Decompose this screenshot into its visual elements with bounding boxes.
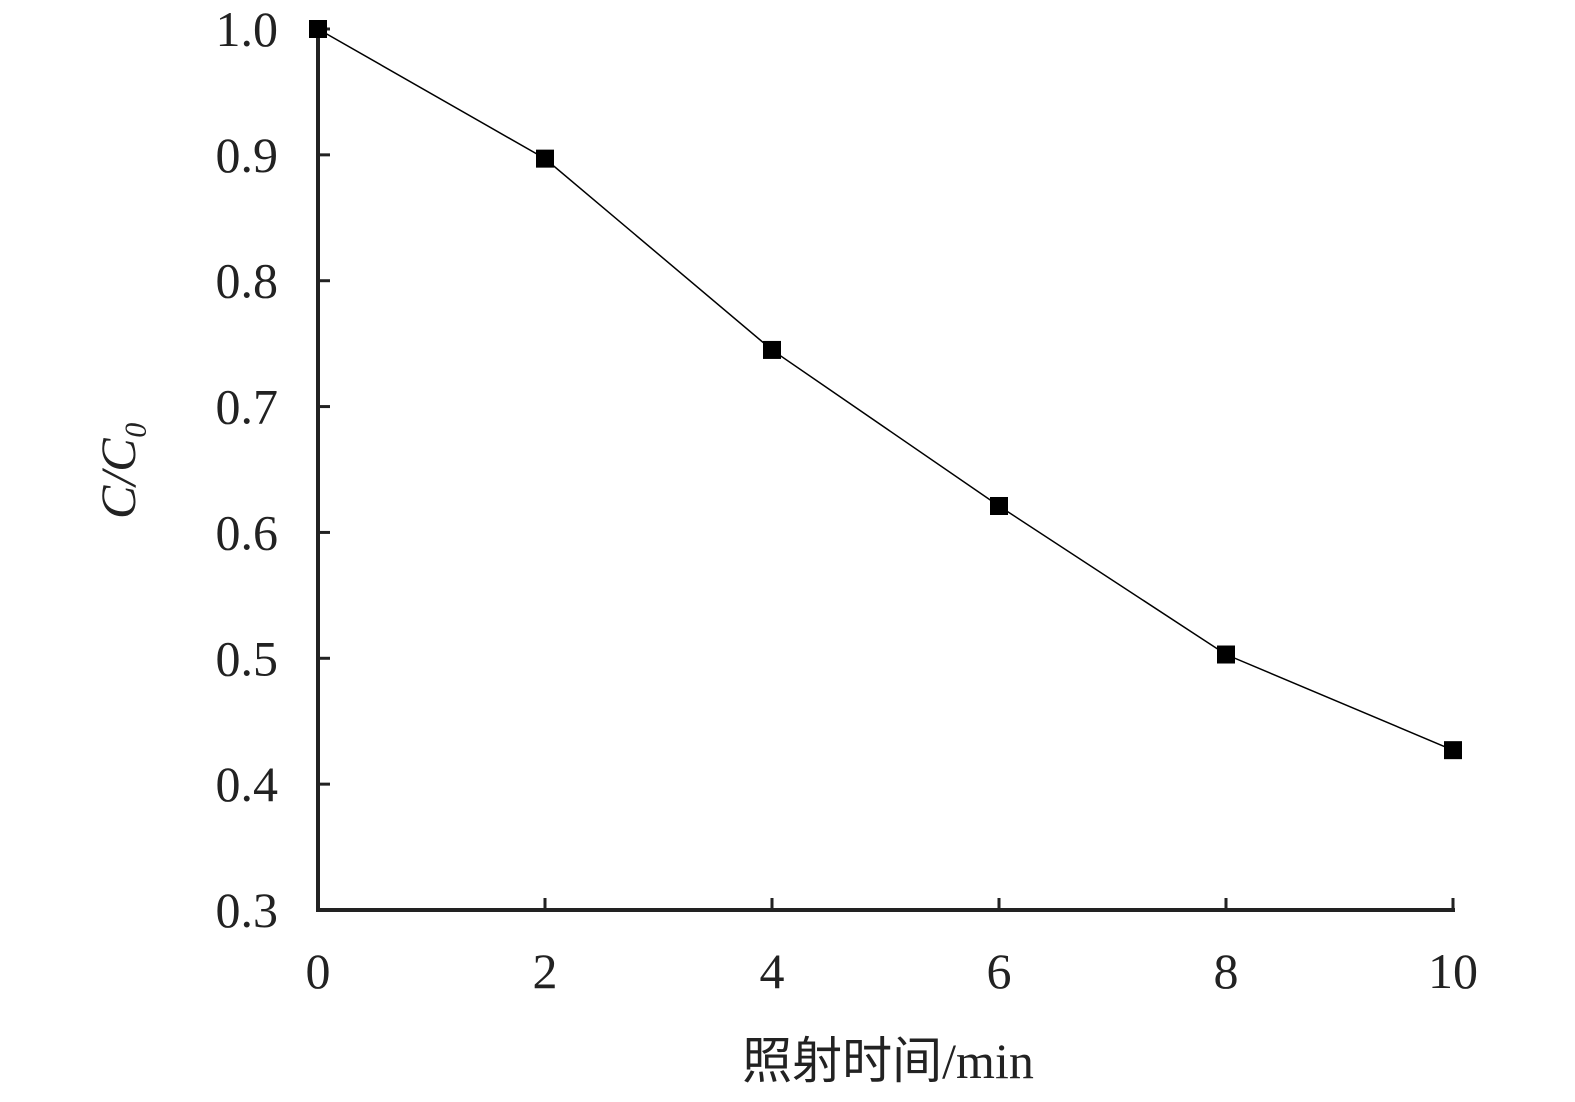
y-tick-label: 0.7 (216, 379, 279, 435)
y-tick-label: 0.3 (216, 882, 279, 938)
data-point (1217, 645, 1235, 664)
y-tick-label: 0.8 (216, 253, 279, 309)
x-tick-label: 10 (1428, 943, 1478, 999)
data-point (990, 496, 1008, 515)
x-tick-label: 0 (306, 943, 331, 999)
x-tick-label: 8 (1214, 943, 1239, 999)
data-point (763, 340, 781, 359)
y-tick-label: 0.4 (216, 756, 279, 812)
y-tick-label: 0.5 (216, 630, 279, 686)
data-point (1444, 741, 1462, 760)
data-point (309, 20, 327, 38)
y-axis-label: C/C₀ (90, 421, 146, 519)
y-tick-label: 0.9 (216, 127, 279, 183)
x-axis-label: 照射时间/min (742, 1033, 1034, 1089)
data-line (317, 28, 1454, 751)
data-point (536, 149, 554, 168)
x-tick-label: 6 (987, 943, 1012, 999)
x-tick-label: 2 (533, 943, 558, 999)
y-tick-label: 1.0 (216, 1, 279, 57)
x-tick-label: 4 (760, 943, 785, 999)
y-tick-label: 0.6 (216, 504, 279, 560)
